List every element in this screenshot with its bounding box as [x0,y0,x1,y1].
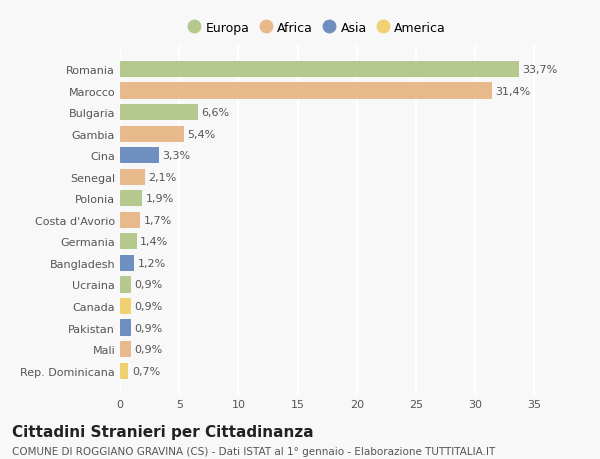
Text: 1,7%: 1,7% [143,215,172,225]
Bar [120,277,131,293]
Bar [120,191,142,207]
Text: 0,9%: 0,9% [134,344,163,354]
Bar [120,148,159,164]
Text: 0,9%: 0,9% [134,280,163,290]
Text: 0,7%: 0,7% [132,366,160,376]
Text: 1,2%: 1,2% [138,258,166,269]
Text: 0,9%: 0,9% [134,323,163,333]
Bar [120,169,145,185]
Text: 6,6%: 6,6% [202,108,230,118]
Text: 1,4%: 1,4% [140,237,169,247]
Text: 5,4%: 5,4% [187,129,216,140]
Bar [120,234,137,250]
Bar [120,62,519,78]
Text: COMUNE DI ROGGIANO GRAVINA (CS) - Dati ISTAT al 1° gennaio - Elaborazione TUTTIT: COMUNE DI ROGGIANO GRAVINA (CS) - Dati I… [12,446,495,456]
Text: 3,3%: 3,3% [163,151,191,161]
Bar [120,341,131,358]
Legend: Europa, Africa, Asia, America: Europa, Africa, Asia, America [183,17,451,40]
Text: 31,4%: 31,4% [495,86,530,96]
Text: 0,9%: 0,9% [134,301,163,311]
Text: 33,7%: 33,7% [523,65,558,75]
Bar [120,363,128,379]
Bar [120,105,198,121]
Bar [120,320,131,336]
Text: Cittadini Stranieri per Cittadinanza: Cittadini Stranieri per Cittadinanza [12,425,314,440]
Text: 2,1%: 2,1% [148,172,176,182]
Bar [120,83,492,100]
Bar [120,298,131,314]
Bar [120,255,134,271]
Bar [120,212,140,229]
Text: 1,9%: 1,9% [146,194,174,204]
Bar [120,126,184,142]
